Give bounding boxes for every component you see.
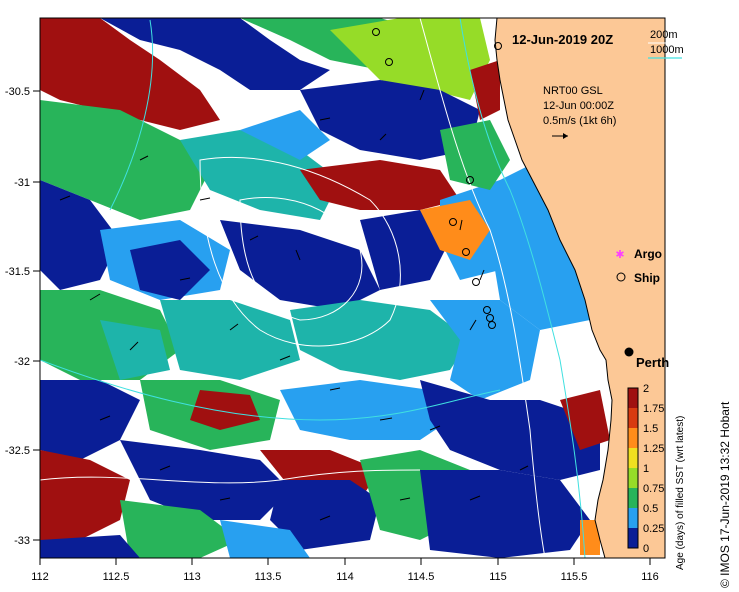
- colorbar-swatch: [628, 528, 638, 548]
- argo-label: Argo: [634, 247, 662, 261]
- product-name: NRT00 GSL: [543, 85, 603, 97]
- colorbar: 2 1.75 1.5 1.25 1 0.75 0.5 0.25 0 Age (d…: [627, 383, 686, 570]
- x-tick-label: 113: [183, 571, 201, 583]
- x-tick-label: 114: [336, 571, 354, 583]
- y-tick-label: -33: [14, 535, 30, 547]
- colorbar-frame: [627, 387, 639, 549]
- x-tick-label: 113.5: [255, 571, 282, 583]
- colorbar-swatch: [628, 468, 638, 488]
- y-tick-label: -30.5: [5, 86, 30, 98]
- perth-marker: [624, 347, 634, 357]
- product-time: 12-Jun 00:00Z: [543, 100, 614, 112]
- colorbar-tick-label: 1.75: [643, 403, 664, 415]
- plot-frame: [39, 17, 666, 559]
- colorbar-title: Age (days) of filled SST (wrt latest): [675, 416, 686, 570]
- colorbar-swatch: [628, 388, 638, 408]
- x-tick-label: 112: [31, 571, 49, 583]
- ship-positions: [372, 28, 502, 329]
- colorbar-tick-label: 1: [643, 463, 649, 475]
- colorbar-tick-label: 0.5: [643, 503, 658, 515]
- colorbar-tick-label: 0.75: [643, 483, 664, 495]
- current-vectors: [59, 89, 529, 521]
- map-title: 12-Jun-2019 20Z: [512, 32, 613, 47]
- colorbar-swatch: [628, 408, 638, 428]
- y-tick-label: -32: [14, 356, 30, 368]
- symbol-legend: ✱ Argo Ship: [615, 247, 662, 285]
- colorbar-tick-label: 0: [643, 543, 649, 555]
- argo-symbol-icon: ✱: [615, 249, 624, 261]
- x-tick-label: 115: [489, 571, 507, 583]
- x-tick-label: 115.5: [561, 571, 588, 583]
- colorbar-tick-label: 2: [643, 383, 649, 395]
- colorbar-swatch: [628, 448, 638, 468]
- y-tick-label: -31: [14, 177, 30, 189]
- depth-legend: 200m 1000m: [648, 29, 684, 59]
- sst-age-field: [40, 18, 610, 558]
- x-tick-label: 112.5: [103, 571, 130, 583]
- y-tick-label: -31.5: [5, 266, 30, 278]
- x-axis-labels: 112 112.5 113 113.5 114 114.5 115 115.5 …: [31, 571, 659, 583]
- vector-scale-label: 0.5m/s (1kt 6h): [543, 115, 616, 127]
- y-axis-labels: -30.5 -31 -31.5 -32 -32.5 -33: [5, 86, 30, 547]
- ship-symbol-icon: [616, 272, 626, 282]
- coastline: [494, 18, 613, 558]
- y-tick-label: -32.5: [5, 445, 30, 457]
- x-tick-label: 114.5: [408, 571, 435, 583]
- contour-1000m-label: 1000m: [650, 44, 684, 56]
- depth-contours: [40, 18, 586, 558]
- colorbar-tick-label: 1.5: [643, 423, 658, 435]
- colorbar-tick-label: 0.25: [643, 523, 664, 535]
- x-tick-label: 116: [641, 571, 659, 583]
- colorbar-tick-label: 1.25: [643, 443, 664, 455]
- product-info: NRT00 GSL 12-Jun 00:00Z 0.5m/s (1kt 6h): [543, 85, 616, 139]
- contour-200m-label: 200m: [650, 29, 678, 41]
- colorbar-swatch: [628, 508, 638, 528]
- axis-ticks: [33, 90, 651, 565]
- credit-line: © IMOS 17-Jun-2019 13:32 Hobart: [718, 401, 732, 588]
- colorbar-swatch: [628, 488, 638, 508]
- colorbar-swatch: [628, 428, 638, 448]
- city-label-perth: Perth: [636, 355, 669, 370]
- arrow-head-icon: [563, 133, 568, 139]
- land-mass: [495, 18, 665, 558]
- ship-label: Ship: [634, 271, 660, 285]
